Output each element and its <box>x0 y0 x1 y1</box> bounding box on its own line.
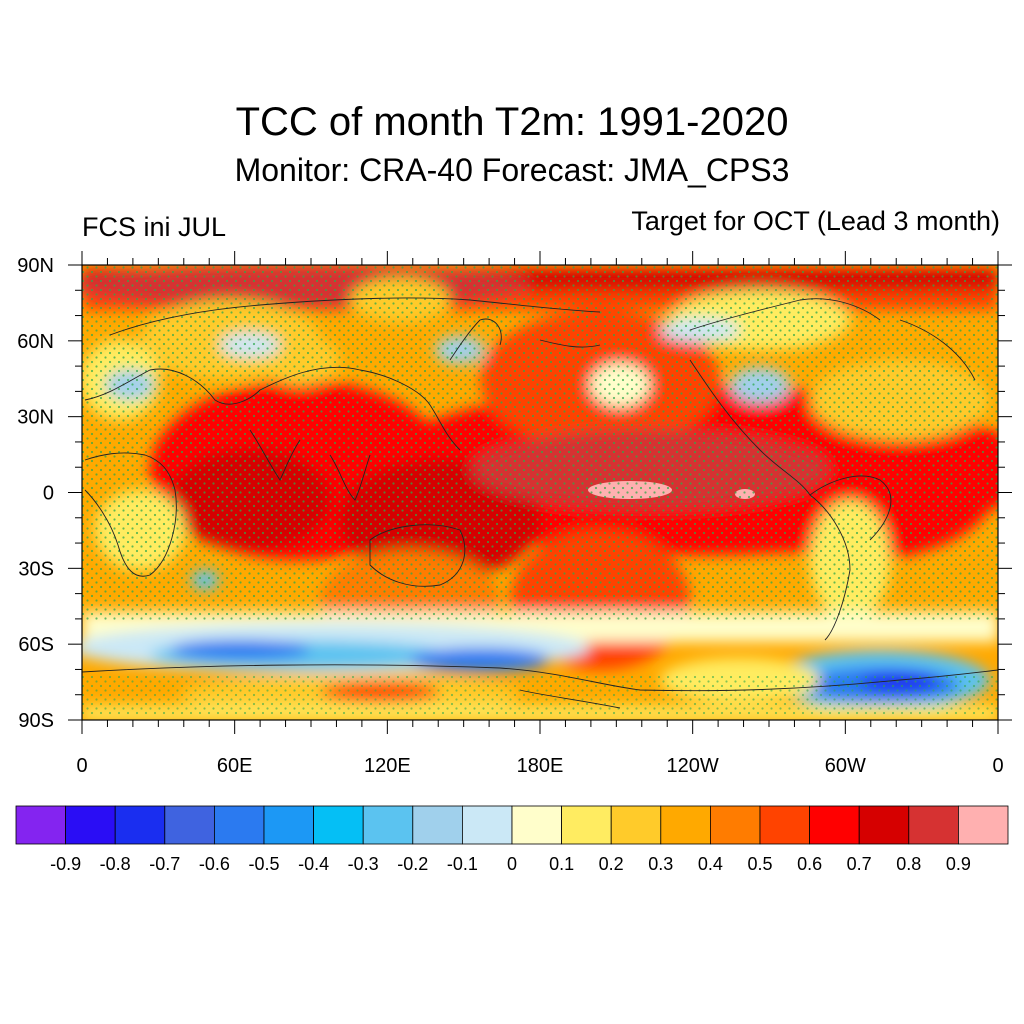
legend-swatch <box>610 805 662 845</box>
legend-label: 0.6 <box>797 854 822 874</box>
legend-label: 0.9 <box>946 854 971 874</box>
legend-label: -0.2 <box>397 854 428 874</box>
legend-swatch <box>213 805 265 845</box>
legend-labels: -0.9 -0.8 -0.7 -0.6 -0.5 -0.4 -0.3 -0.2 -0.1 0 0.1… <box>50 854 971 874</box>
legend-label: -0.8 <box>100 854 131 874</box>
legend-swatch <box>561 805 612 845</box>
legend-label: 0 <box>507 854 517 874</box>
significance-stipple <box>82 265 998 620</box>
lon-label: 180E <box>517 755 564 777</box>
legend-swatch <box>858 805 910 845</box>
page-subtitle: Monitor: CRA-40 Forecast: JMA_CPS3 <box>234 152 790 188</box>
legend-swatch <box>759 805 810 845</box>
color-legend: -0.9 -0.8 -0.7 -0.6 -0.5 -0.4 -0.3 -0.2 -0.1 0 0.1… <box>15 805 1009 874</box>
legend-swatch <box>809 805 860 845</box>
page-title: TCC of month T2m: 1991-2020 <box>235 100 789 144</box>
lat-label: 30N <box>17 407 54 429</box>
legend-swatch <box>164 805 215 845</box>
legend-swatch <box>313 805 364 845</box>
legend-label: -0.9 <box>50 854 81 874</box>
legend-label: 0.2 <box>599 854 624 874</box>
map-field <box>82 265 998 720</box>
legend-swatch <box>362 805 414 845</box>
lat-label: 60N <box>17 331 54 353</box>
legend-swatch <box>660 805 711 845</box>
legend-swatch <box>65 805 116 845</box>
correlation-map: 90N 60N 30N 0 30S 60S 90S 0 60E 120E 180E 120W 60W 0 <box>17 251 1012 777</box>
legend-label: -0.6 <box>199 854 230 874</box>
legend-label: 0.3 <box>648 854 673 874</box>
legend-swatch <box>908 805 959 845</box>
lat-label: 0 <box>43 483 54 505</box>
legend-label: -0.3 <box>348 854 379 874</box>
legend-label: -0.7 <box>149 854 180 874</box>
legend-label: -0.5 <box>248 854 279 874</box>
legend-swatch <box>710 805 761 845</box>
lon-label: 120E <box>364 755 411 777</box>
legend-label: 0.5 <box>747 854 772 874</box>
legend-swatches <box>15 805 1009 845</box>
lon-label: 60E <box>217 755 253 777</box>
legend-label: -0.1 <box>447 854 478 874</box>
axis-ticks <box>68 251 1012 734</box>
legend-label: 0.8 <box>896 854 921 874</box>
lat-label: 60S <box>18 634 54 656</box>
legend-label: 0.4 <box>698 854 723 874</box>
legend-swatch <box>15 805 66 845</box>
legend-swatch <box>958 805 1009 845</box>
init-month-label: FCS ini JUL <box>82 212 227 242</box>
lon-label: 0 <box>992 755 1003 777</box>
legend-label: -0.4 <box>298 854 329 874</box>
coastlines <box>82 297 998 709</box>
target-month-label: Target for OCT (Lead 3 month) <box>631 206 1000 236</box>
legend-swatch <box>511 805 562 845</box>
legend-swatch <box>263 805 314 845</box>
lon-label: 60W <box>825 755 866 777</box>
legend-swatch <box>114 805 166 845</box>
lon-label: 120W <box>667 755 719 777</box>
legend-swatch <box>461 805 513 845</box>
lat-label: 90N <box>17 255 54 277</box>
significance-stipple <box>82 676 998 716</box>
longitude-labels: 0 60E 120E 180E 120W 60W 0 <box>76 755 1003 777</box>
legend-swatch <box>412 805 463 845</box>
legend-label: 0.1 <box>549 854 574 874</box>
lat-label: 90S <box>18 710 54 732</box>
legend-label: 0.7 <box>847 854 872 874</box>
lat-label: 30S <box>18 558 54 580</box>
latitude-labels: 90N 60N 30N 0 30S 60S 90S <box>17 255 54 732</box>
lon-label: 0 <box>76 755 87 777</box>
